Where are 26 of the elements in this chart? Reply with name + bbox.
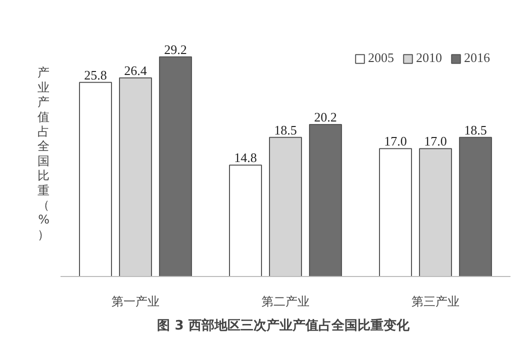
- bar: [379, 148, 412, 276]
- legend-label: 2005: [368, 50, 394, 66]
- text: 图 3 西部地区三次产业产值占全国比重变化: [157, 318, 410, 334]
- data-label: 17.0: [384, 134, 407, 149]
- legend-label: 2016: [464, 50, 490, 66]
- legend-label: 2010: [416, 50, 442, 66]
- bar: [79, 82, 112, 276]
- bar: [419, 148, 452, 276]
- text: 产业产值占全国比重（%）: [38, 66, 50, 242]
- bar: [229, 164, 262, 276]
- bar: [159, 56, 192, 276]
- data-label: 18.5: [464, 122, 487, 138]
- data-label: 17.0: [424, 134, 447, 149]
- bar: [459, 136, 492, 276]
- data-label: 14.8: [234, 150, 257, 166]
- bar: [269, 136, 302, 276]
- x-tick-label: 第二产业: [262, 294, 310, 308]
- x-tick-label: 第一产业: [112, 294, 160, 308]
- data-label: 26.4: [124, 62, 148, 78]
- x-tick-label: 第三产业: [412, 294, 460, 308]
- bar: [119, 77, 152, 276]
- data-label: 29.2: [164, 42, 187, 57]
- data-label: 18.5: [274, 122, 297, 138]
- bar: [309, 124, 342, 276]
- data-label: 25.8: [84, 67, 107, 82]
- data-label: 20.2: [314, 110, 337, 125]
